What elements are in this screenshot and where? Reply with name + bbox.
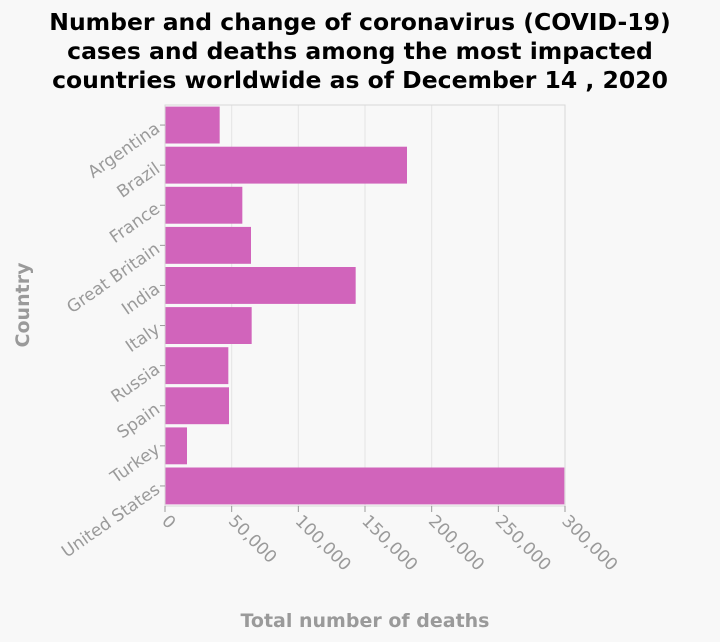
x-tick-label-50000: 50,000 xyxy=(224,511,280,567)
bar-italy xyxy=(165,307,252,344)
bars xyxy=(165,106,565,505)
chart-title-line-1: Number and change of coronavirus (COVID-… xyxy=(49,8,670,36)
y-tick-label-united-states: United States xyxy=(58,480,164,562)
x-tick-label-200000: 200,000 xyxy=(424,511,488,575)
y-tick-label-turkey: Turkey xyxy=(106,440,164,489)
bar-brazil xyxy=(165,146,407,184)
bar-turkey xyxy=(165,427,187,465)
x-axis-tick-labels: 0 50,000 100,000 150,000 200,000 250,000 300,0… xyxy=(157,506,621,575)
x-tick-label-150000: 150,000 xyxy=(357,511,421,575)
x-tick-label-300000: 300,000 xyxy=(557,511,621,575)
bar-great-britain xyxy=(165,226,251,264)
y-tick-label-russia: Russia xyxy=(108,359,164,407)
chart-title-line-2: cases and deaths among the most impacted xyxy=(67,37,653,65)
bar-france xyxy=(165,186,243,224)
chart-title-line-3: countries worldwide as of December 14 , … xyxy=(52,66,668,94)
y-tick-label-brazil: Brazil xyxy=(114,159,164,203)
bar-india xyxy=(165,267,356,304)
bar-united-states xyxy=(165,467,565,505)
x-tick-label-0: 0 xyxy=(157,511,179,533)
bar-argentina xyxy=(165,106,220,144)
x-axis-title: Total number of deaths xyxy=(240,610,489,632)
y-tick-label-italy: Italy xyxy=(122,319,164,357)
y-tick-label-india: India xyxy=(118,279,164,319)
chart-title: Number and change of coronavirus (COVID-… xyxy=(49,8,670,94)
y-tick-label-france: France xyxy=(106,199,164,248)
x-tick-label-250000: 250,000 xyxy=(491,511,555,575)
y-axis-title: Country xyxy=(12,262,34,348)
bar-russia xyxy=(165,347,229,385)
bar-spain xyxy=(165,387,229,425)
y-tick-label-spain: Spain xyxy=(113,399,163,443)
x-tick-label-100000: 100,000 xyxy=(291,511,355,575)
